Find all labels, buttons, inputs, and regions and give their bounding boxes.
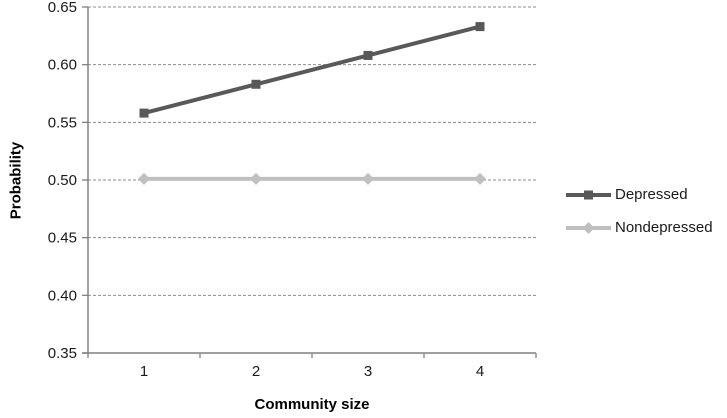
y-axis-title: Probability [7,141,25,220]
x-tick-label: 3 [364,363,372,380]
legend-item-nondepressed: Nondepressed [565,219,713,236]
square-marker [251,79,261,89]
x-tick-label: 1 [140,363,148,380]
x-axis-title: Community size [254,396,370,413]
y-tick-label: 0.65 [48,0,77,16]
square-marker [475,22,485,32]
legend-swatch-icon [566,190,611,199]
y-tick-label: 0.40 [48,287,77,304]
y-tick-label: 0.55 [48,114,77,131]
series-line-depressed [143,24,481,116]
legend: Depressed Nondepressed [565,186,713,236]
legend-item-depressed: Depressed [565,186,713,203]
square-marker [363,50,373,60]
square-marker [139,108,149,118]
y-tick-label: 0.60 [48,57,77,74]
legend-label: Depressed [615,186,688,203]
legend-label: Nondepressed [615,219,713,236]
y-tick-label: 0.45 [48,230,77,247]
legend-swatch-icon [566,221,611,234]
y-tick-label: 0.50 [48,172,77,189]
diamond-marker [474,172,486,185]
x-tick-label: 4 [476,363,484,380]
y-tick-label: 0.35 [48,345,77,362]
diamond-marker [362,172,374,185]
diamond-marker [138,172,150,185]
x-tick-label: 2 [252,363,260,380]
diamond-marker [250,172,262,185]
